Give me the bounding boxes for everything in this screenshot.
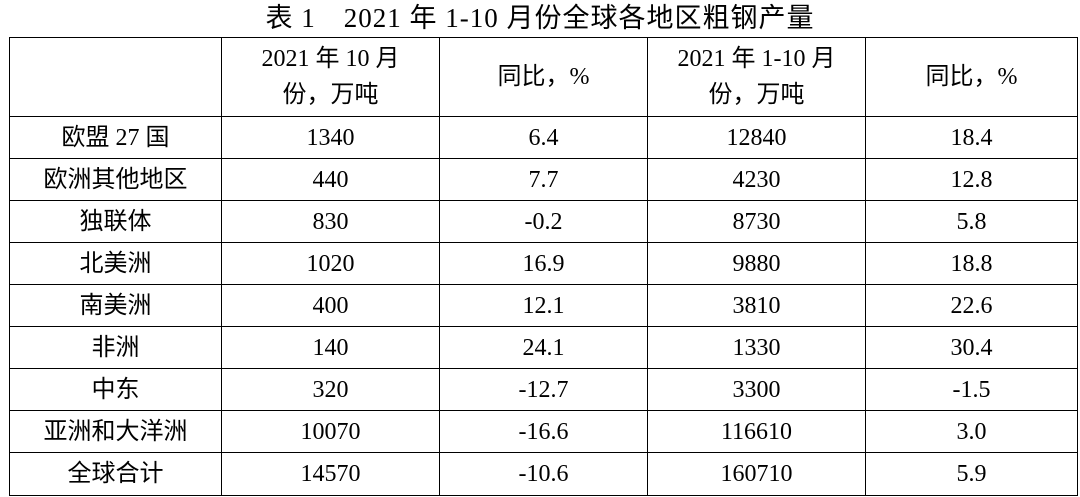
cell-ytd-yoy: -1.5 (865, 368, 1078, 411)
cell-ytd-output: 4230 (647, 158, 866, 201)
cell-ytd-yoy: 30.4 (865, 326, 1078, 369)
cell-oct-yoy: 12.1 (439, 284, 648, 327)
cell-region: 亚洲和大洋洲 (9, 410, 222, 453)
cell-region: 欧盟 27 国 (9, 116, 222, 159)
cell-oct-yoy: -12.7 (439, 368, 648, 411)
cell-ytd-output: 8730 (647, 200, 866, 243)
cell-oct-yoy: -0.2 (439, 200, 648, 243)
cell-oct-yoy: 7.7 (439, 158, 648, 201)
cell-region: 独联体 (9, 200, 222, 243)
cell-ytd-output: 1330 (647, 326, 866, 369)
cell-oct-output: 1020 (221, 242, 440, 285)
cell-total-oct-output: 14570 (221, 452, 440, 496)
table-row: 南美洲 400 12.1 3810 22.6 (9, 284, 1078, 327)
cell-ytd-yoy: 18.4 (865, 116, 1078, 159)
cell-oct-output: 400 (221, 284, 440, 327)
cell-oct-yoy: 24.1 (439, 326, 648, 369)
table-row: 欧洲其他地区 440 7.7 4230 12.8 (9, 158, 1078, 201)
cell-region: 中东 (9, 368, 222, 411)
cell-total-oct-yoy: -10.6 (439, 452, 648, 496)
cell-ytd-output: 3810 (647, 284, 866, 327)
cell-ytd-yoy: 12.8 (865, 158, 1078, 201)
cell-ytd-output: 12840 (647, 116, 866, 159)
cell-total-ytd-yoy: 5.9 (865, 452, 1078, 496)
cell-oct-output: 830 (221, 200, 440, 243)
cell-oct-output: 140 (221, 326, 440, 369)
header-oct-output: 2021 年 10 月份，万吨 (221, 37, 440, 117)
table-caption: 表 1 2021 年 1-10 月份全球各地区粗钢产量 (265, 3, 815, 33)
cell-ytd-yoy: 3.0 (865, 410, 1078, 453)
cell-ytd-output: 3300 (647, 368, 866, 411)
steel-output-table: 2021 年 10 月份，万吨 同比，% 2021 年 1-10 月份，万吨 同… (9, 37, 1078, 496)
total-row: 全球合计 14570 -10.6 160710 5.9 (9, 452, 1078, 496)
cell-region: 非洲 (9, 326, 222, 369)
table-row: 亚洲和大洋洲 10070 -16.6 116610 3.0 (9, 410, 1078, 453)
cell-ytd-yoy: 22.6 (865, 284, 1078, 327)
table-row: 欧盟 27 国 1340 6.4 12840 18.4 (9, 116, 1078, 159)
header-oct-yoy: 同比，% (439, 37, 648, 117)
cell-oct-output: 10070 (221, 410, 440, 453)
cell-oct-output: 440 (221, 158, 440, 201)
cell-total-ytd-output: 160710 (647, 452, 866, 496)
cell-oct-yoy: 16.9 (439, 242, 648, 285)
header-row: 2021 年 10 月份，万吨 同比，% 2021 年 1-10 月份，万吨 同… (9, 37, 1078, 117)
cell-ytd-yoy: 5.8 (865, 200, 1078, 243)
header-ytd-yoy: 同比，% (865, 37, 1078, 117)
table-row: 非洲 140 24.1 1330 30.4 (9, 326, 1078, 369)
cell-total-region: 全球合计 (9, 452, 222, 496)
cell-ytd-output: 9880 (647, 242, 866, 285)
cell-region: 北美洲 (9, 242, 222, 285)
cell-ytd-output: 116610 (647, 410, 866, 453)
header-region (9, 37, 222, 117)
header-ytd-output: 2021 年 1-10 月份，万吨 (647, 37, 866, 117)
cell-oct-output: 1340 (221, 116, 440, 159)
cell-region: 南美洲 (9, 284, 222, 327)
cell-region: 欧洲其他地区 (9, 158, 222, 201)
cell-ytd-yoy: 18.8 (865, 242, 1078, 285)
cell-oct-yoy: -16.6 (439, 410, 648, 453)
cell-oct-yoy: 6.4 (439, 116, 648, 159)
cell-oct-output: 320 (221, 368, 440, 411)
table-row: 中东 320 -12.7 3300 -1.5 (9, 368, 1078, 411)
table-row: 独联体 830 -0.2 8730 5.8 (9, 200, 1078, 243)
table-row: 北美洲 1020 16.9 9880 18.8 (9, 242, 1078, 285)
